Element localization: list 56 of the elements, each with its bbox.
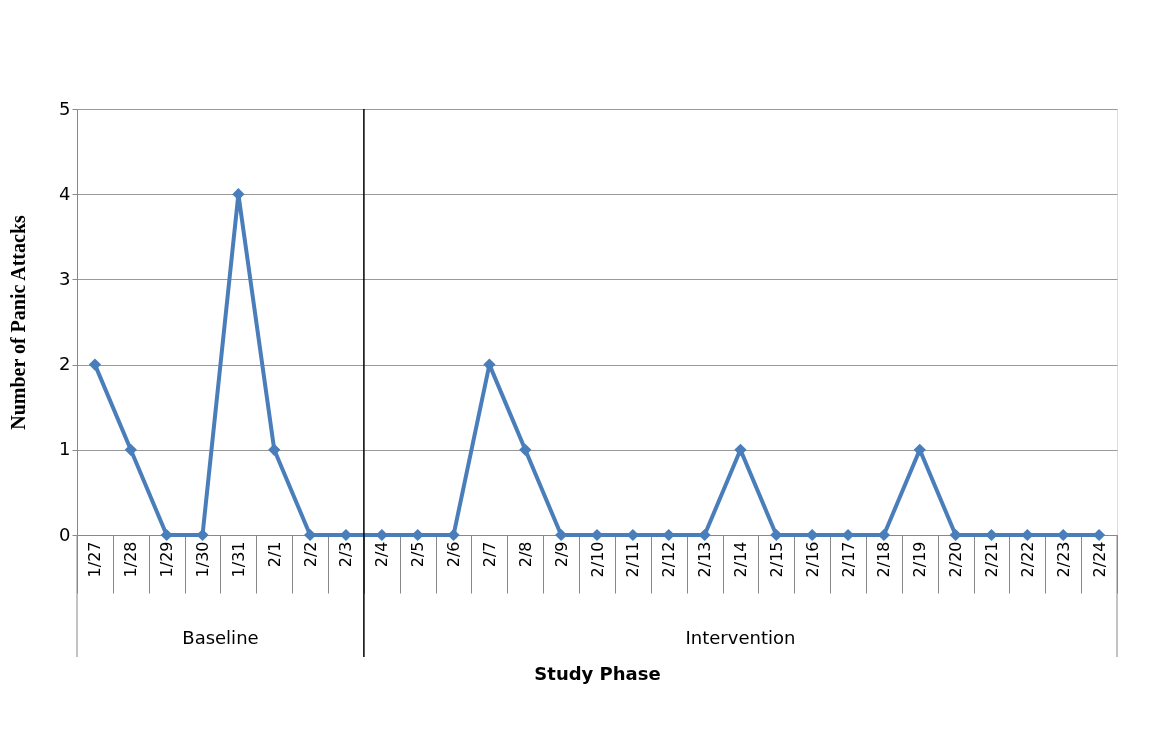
y-tick-label: 3: [59, 267, 71, 289]
x-tick-label: 2/14: [730, 541, 750, 578]
x-tick-label: 2/9: [551, 541, 571, 568]
x-tick-label: 2/2: [300, 541, 320, 568]
x-tick-label: 2/6: [444, 541, 464, 568]
point: [124, 443, 137, 456]
x-tick-label: 2/1: [264, 541, 284, 568]
y-tick-label: 2: [59, 353, 71, 375]
x-tick-label: 2/4: [372, 541, 392, 568]
x-tick-label: 2/8: [515, 541, 535, 568]
x-axis-title: Study Phase: [534, 663, 661, 684]
x-tick-label: 1/30: [193, 541, 213, 578]
y-tick-label: 5: [59, 97, 71, 119]
x-tick-label: 2/10: [587, 541, 607, 578]
point: [268, 443, 281, 456]
point: [662, 528, 675, 542]
y-tick-label: 1: [59, 438, 71, 460]
point: [519, 443, 532, 456]
point: [698, 528, 711, 542]
x-tick-label: 2/3: [336, 541, 356, 568]
x-tick-label: 1/29: [157, 541, 177, 578]
x-tick-label: 2/15: [766, 541, 786, 578]
x-tick-label: 2/20: [946, 541, 966, 578]
x-tick-label: 2/5: [408, 541, 428, 568]
x-tick-label: 2/22: [1017, 541, 1037, 578]
point: [88, 358, 102, 371]
text: Intervention: [685, 627, 796, 648]
x-tick-label: 2/7: [479, 541, 499, 568]
point: [1057, 528, 1070, 542]
point: [985, 528, 998, 542]
x-tick-label: 2/18: [874, 541, 894, 578]
point: [411, 528, 424, 542]
point: [770, 528, 783, 542]
y-tick-label: 4: [59, 182, 71, 204]
x-tick-label: 2/12: [659, 541, 679, 578]
point: [913, 443, 926, 456]
point: [196, 528, 209, 542]
x-tick-label: 2/11: [623, 541, 643, 578]
point: [447, 528, 460, 542]
x-tick-label: 2/23: [1053, 541, 1073, 578]
x-tick-label: 2/17: [838, 541, 858, 578]
x-tick-label: 2/21: [981, 541, 1001, 578]
point: [949, 528, 962, 542]
x-tick-label: 1/31: [228, 541, 248, 578]
point: [1021, 528, 1034, 542]
point: [160, 528, 173, 542]
x-tick-label: 1/27: [85, 541, 105, 578]
x-tick-label: 2/24: [1089, 541, 1109, 578]
text: Baseline: [182, 627, 259, 648]
x-tick-label: 2/13: [695, 541, 715, 578]
x-tick-label: 1/28: [121, 541, 141, 578]
y-axis-title: Number of Panic Attacks: [7, 214, 30, 430]
point: [734, 443, 747, 456]
x-tick-label: 2/16: [802, 541, 822, 578]
x-tick-label: 2/19: [910, 541, 930, 578]
y-tick-label: 0: [59, 523, 71, 545]
